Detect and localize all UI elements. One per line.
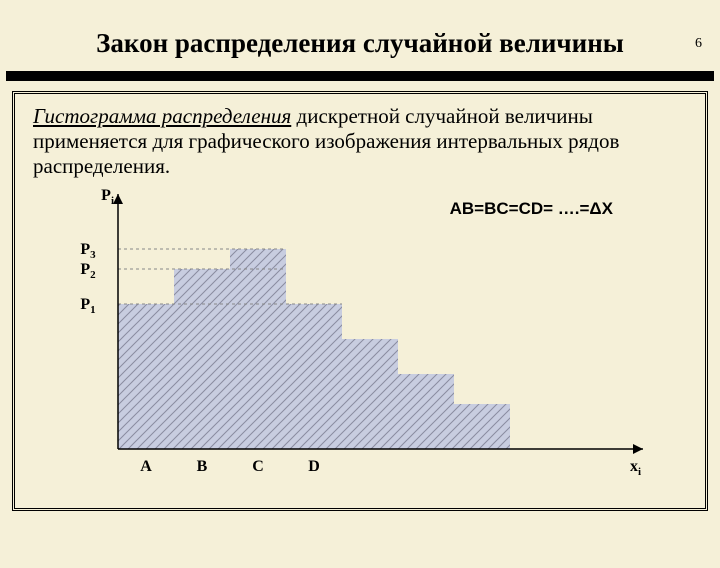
svg-text:P3: P3 <box>80 241 96 261</box>
description-lead: Гистограмма распределения <box>33 104 291 128</box>
svg-text:xi: xi <box>630 458 641 478</box>
svg-text:AB=BC=CD= ….=ΔX: AB=BC=CD= ….=ΔX <box>450 199 614 218</box>
bars-group <box>118 249 510 449</box>
svg-text:B: B <box>197 458 208 475</box>
svg-text:C: C <box>252 458 264 475</box>
svg-text:Pi: Pi <box>101 187 114 207</box>
svg-text:P2: P2 <box>80 261 96 281</box>
chart-description: Гистограмма распределения дискретной слу… <box>33 104 687 180</box>
svg-text:P1: P1 <box>80 296 95 316</box>
page-number: 6 <box>695 36 702 52</box>
divider-bar <box>6 71 714 81</box>
page-title: Закон распределения случайной величины <box>0 28 720 59</box>
histogram-chart: Pi P3P2 P1 A B C Dxi AB=BC=CD= ….=ΔX <box>33 184 687 484</box>
svg-text:D: D <box>308 458 320 475</box>
chart-svg: Pi P3P2 P1 A B C Dxi AB=BC=CD= ….=ΔX <box>33 184 693 484</box>
svg-text:A: A <box>140 458 152 475</box>
content-frame: Гистограмма распределения дискретной слу… <box>12 91 708 511</box>
